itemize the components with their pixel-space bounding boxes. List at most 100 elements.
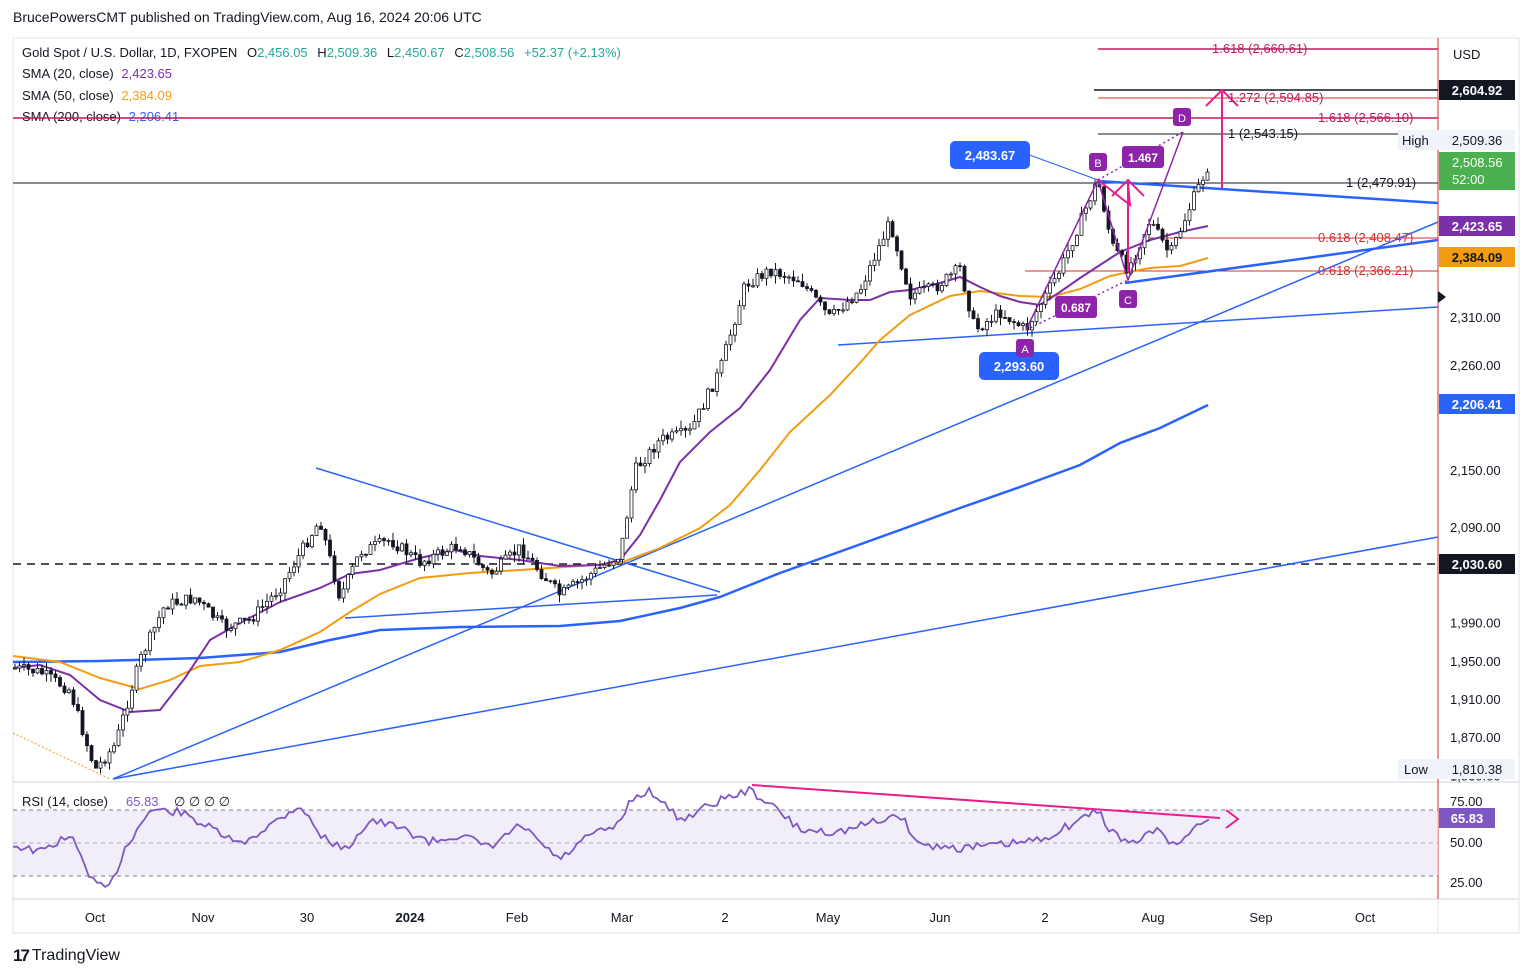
- high-value: 2,509.36: [326, 45, 378, 60]
- candle-body: [980, 328, 985, 331]
- callout-low-box[interactable]: [979, 352, 1059, 380]
- callout-high-box[interactable]: [950, 141, 1030, 169]
- sma50-label: SMA (50, close): [22, 88, 114, 103]
- candle-body: [890, 221, 895, 238]
- fib-label-2660: 1.618 (2,660.61): [1212, 41, 1307, 56]
- candle-body: [328, 539, 332, 557]
- trendline-bottom-wedge[interactable]: [1124, 238, 1439, 285]
- candle-body: [742, 283, 746, 307]
- ratio-box-ac: [1055, 296, 1097, 318]
- candle-body: [292, 566, 296, 573]
- candle-body: [341, 588, 346, 599]
- candle-body: [863, 280, 868, 290]
- candle-body: [418, 554, 422, 566]
- rsi-line[interactable]: [12, 785, 1210, 889]
- rsi-extra: ∅ ∅ ∅ ∅: [174, 794, 230, 809]
- candle-body: [13, 667, 17, 670]
- candle-body: [220, 615, 224, 620]
- price-tag-2604: 2,604.92: [1452, 83, 1503, 98]
- candle-body: [247, 619, 251, 621]
- price-tag-2030: 2,030.60: [1452, 557, 1503, 572]
- fib-label-2594: 1.272 (2,594.85): [1228, 90, 1323, 105]
- sma50-legend[interactable]: SMA (50, close) 2,384.09: [22, 88, 172, 103]
- trendline-rising-3[interactable]: [837, 306, 1439, 346]
- x-tick-label: Mar: [611, 910, 634, 925]
- candle-body: [634, 462, 638, 491]
- candle-body: [809, 288, 814, 291]
- candle-body: [1066, 250, 1070, 259]
- candle-body: [971, 310, 976, 320]
- candle-body: [467, 551, 472, 556]
- measured-move-arrows[interactable]: [751, 88, 1240, 829]
- candle-body: [278, 592, 283, 597]
- candle-body: [139, 653, 143, 667]
- candle-body: [944, 273, 949, 286]
- rsi-label[interactable]: RSI (14, close): [22, 794, 108, 809]
- candle-body: [580, 579, 584, 583]
- candle-body: [463, 549, 467, 556]
- ratio-line-bd: [1097, 131, 1184, 181]
- trendline-rising-1[interactable]: [112, 221, 1439, 780]
- sma20-line[interactable]: [12, 225, 1209, 714]
- candle-body: [620, 537, 625, 560]
- trendline-rising-2[interactable]: [112, 536, 1439, 780]
- sma20-legend[interactable]: SMA (20, close) 2,423.65: [22, 66, 172, 81]
- candle-body: [1052, 278, 1057, 284]
- ratio-box-bd: [1122, 146, 1164, 168]
- candle-body: [1075, 235, 1079, 246]
- x-tick-label: Nov: [191, 910, 215, 925]
- candle-body: [391, 540, 395, 548]
- candle-body: [355, 556, 359, 567]
- candle-body: [130, 689, 134, 709]
- candle-body: [62, 685, 67, 693]
- abcd-pattern[interactable]: [1025, 131, 1184, 331]
- candle-body: [949, 273, 953, 276]
- candle-body: [818, 296, 823, 303]
- change-value: +52.37 (+2.13%): [524, 45, 621, 60]
- symbol-legend[interactable]: Gold Spot / U.S. Dollar, 1D, FXOPEN O2,4…: [22, 45, 621, 60]
- candle-body: [1178, 231, 1183, 238]
- candle-body: [584, 578, 589, 581]
- candle-body: [859, 288, 863, 294]
- sma20-value: 2,423.65: [121, 66, 172, 81]
- candle-body: [368, 544, 373, 555]
- triangle-lower[interactable]: [344, 594, 718, 619]
- candle-body: [17, 665, 22, 669]
- candle-body: [431, 553, 436, 565]
- candle-body: [197, 597, 202, 603]
- price-tag-2030-box: [1439, 554, 1515, 574]
- point-b: B: [1094, 158, 1101, 170]
- candle-body: [733, 323, 737, 336]
- candle-body: [440, 549, 445, 556]
- triangle-upper[interactable]: [315, 467, 721, 593]
- x-tick-label: Jun: [930, 910, 951, 925]
- candle-body: [985, 321, 989, 331]
- sma20-label: SMA (20, close): [22, 66, 114, 81]
- tradingview-logo[interactable]: 17 TradingView: [13, 946, 120, 966]
- x-tick-label: 2: [1041, 910, 1048, 925]
- candle-body: [922, 286, 926, 289]
- candle-body: [1196, 183, 1201, 193]
- candle-body: [179, 603, 184, 606]
- trendline-top-wedge[interactable]: [1097, 179, 1439, 205]
- candle-body: [836, 309, 841, 311]
- candle-body: [436, 549, 440, 555]
- candle-body: [287, 571, 292, 580]
- candle-body: [535, 560, 539, 570]
- candle-body: [427, 560, 431, 565]
- sma50-line[interactable]: [12, 257, 1209, 691]
- candle-body: [760, 273, 764, 279]
- candle-body: [382, 538, 386, 541]
- candle-body: [598, 567, 602, 569]
- candle-body: [593, 567, 598, 575]
- candle-body: [539, 569, 544, 580]
- candle-body: [769, 268, 773, 277]
- sma200-legend[interactable]: SMA (200, close) 2,206.41: [22, 109, 179, 124]
- candle-body: [1169, 245, 1174, 251]
- candle-body: [562, 586, 566, 596]
- candle-body: [112, 745, 116, 753]
- fib-label-2366: 0.618 (2,366.21): [1318, 263, 1413, 278]
- sma200-line[interactable]: [12, 403, 1209, 664]
- candle-body: [652, 448, 656, 453]
